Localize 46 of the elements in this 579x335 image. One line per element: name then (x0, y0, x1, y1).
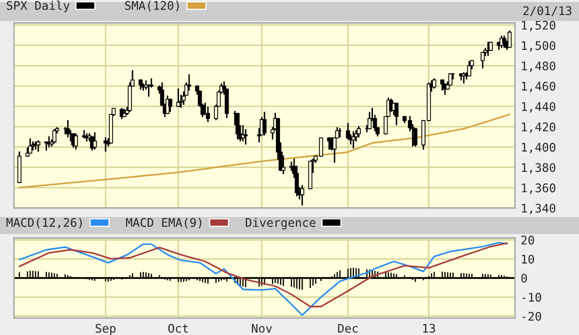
candlestick (66, 120, 70, 138)
y-tick-label: 1,500 (522, 41, 556, 52)
candlestick (28, 138, 32, 154)
x-tick-label: Nov (252, 324, 272, 333)
legend-label: MACD EMA(9) (126, 218, 202, 228)
y-tick-label: 1,480 (522, 61, 556, 72)
candlestick (52, 129, 56, 144)
candlestick (92, 132, 97, 150)
candlestick (236, 112, 240, 140)
x-tick-label: Dec (338, 324, 358, 333)
legend-label: SPX Daily (6, 0, 70, 12)
candlestick (30, 141, 35, 151)
y-tick-label: 1,360 (522, 183, 556, 194)
candlestick (168, 98, 172, 112)
candlestick (467, 60, 472, 77)
y-tick-label: 0 (521, 274, 527, 283)
candlestick (356, 126, 361, 138)
line-series (18, 114, 510, 188)
candlestick (36, 140, 40, 152)
candlestick (440, 79, 444, 91)
candlestick (394, 102, 399, 126)
x-tick-label: Oct (168, 324, 188, 333)
candlestick (480, 52, 485, 68)
x-tick-label: 13 (423, 324, 436, 333)
y-tick-label: 1,420 (522, 122, 556, 133)
candlestick (281, 155, 286, 174)
y-tick-label: 20 (521, 236, 534, 245)
candlestick (176, 88, 180, 108)
legend-label: MACD(12,26) (6, 218, 82, 228)
candlestick (413, 128, 418, 147)
y-tick-label: 10 (522, 254, 534, 264)
y-tick-label: 1,520 (522, 20, 556, 32)
legend-label: Divergence (246, 218, 316, 230)
y-tick-label: 1,440 (522, 102, 556, 113)
x-tick-label: Sep (96, 324, 116, 335)
candlestick (206, 106, 210, 122)
y-tick-label: -20 (522, 312, 542, 321)
candlestick (74, 133, 78, 150)
y-tick-label: 1,400 (522, 142, 556, 154)
candlestick (432, 78, 436, 89)
y-tick-label: -10 (522, 292, 542, 302)
y-tick-label: 1,340 (522, 204, 556, 214)
y-tick-label: 1,460 (522, 82, 556, 92)
y-tick-label: 1,380 (522, 163, 556, 174)
text: 2/01/13 (523, 6, 572, 16)
legend-label: SMA(120) (125, 0, 179, 12)
